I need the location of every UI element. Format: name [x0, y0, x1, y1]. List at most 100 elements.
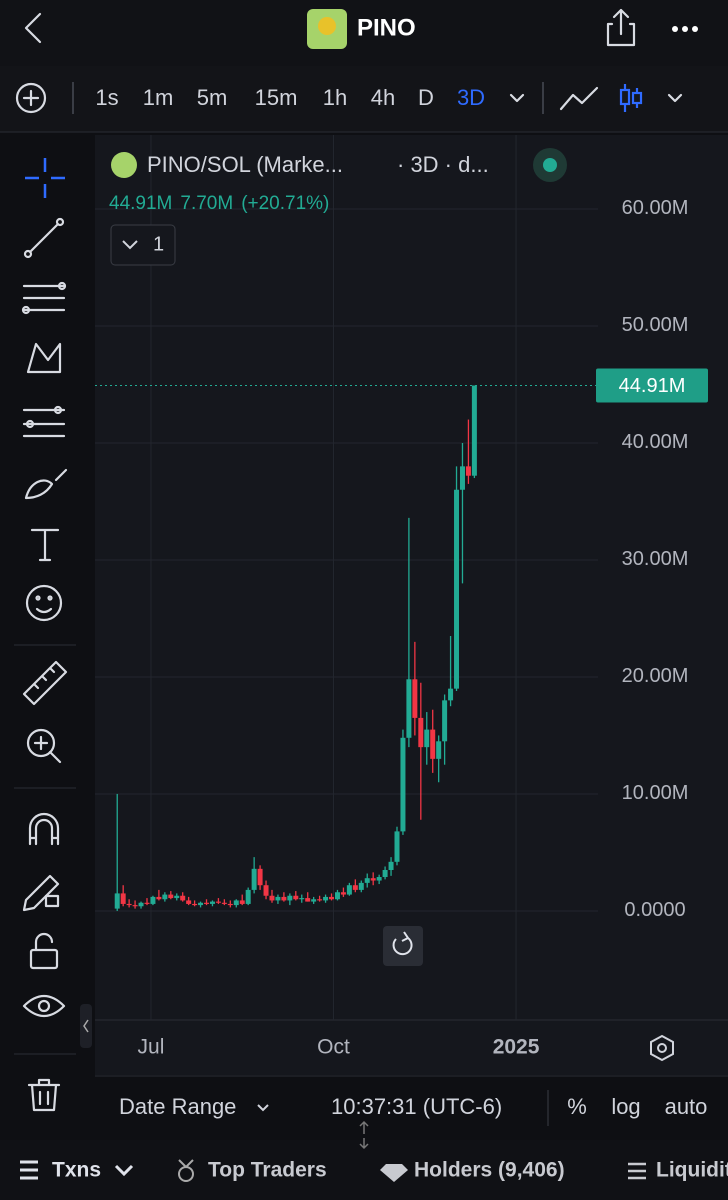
scale-option[interactable]: log: [611, 1094, 640, 1119]
timeframe-option[interactable]: 1m: [143, 85, 174, 110]
indicator-toggle[interactable]: [110, 224, 176, 266]
timeframe-option[interactable]: D: [418, 85, 434, 110]
tab[interactable]: Txns: [52, 1159, 101, 1182]
timeframe-dropdown[interactable]: [509, 93, 525, 103]
collapse-toolbar[interactable]: [80, 1004, 92, 1048]
resize-handle[interactable]: [359, 1120, 369, 1150]
indicator-count: 1: [153, 233, 164, 255]
symbol-icon: [111, 152, 137, 178]
top-traders-icon: [178, 1159, 194, 1182]
x-tick-label: 2025: [493, 1036, 540, 1059]
magnet-tool[interactable]: [28, 812, 60, 846]
timeframe-option[interactable]: 15m: [255, 85, 298, 110]
candle-body: [192, 903, 198, 906]
y-tick-label: 60.00M: [622, 197, 689, 219]
settings-button[interactable]: [650, 1034, 674, 1062]
lock-tool[interactable]: [29, 932, 59, 970]
scale-option[interactable]: %: [567, 1094, 587, 1119]
candle-body: [275, 896, 281, 901]
candle-body: [406, 679, 412, 738]
symbol-name: PINO/SOL (Marke...: [147, 152, 343, 177]
candle-body: [340, 892, 346, 895]
date-range-button[interactable]: Date Range: [119, 1094, 236, 1119]
candle-body: [317, 899, 323, 901]
zoom-tool[interactable]: [26, 728, 62, 764]
status-dot: [543, 158, 557, 172]
candle-body: [352, 885, 358, 890]
more-button[interactable]: [672, 26, 698, 32]
candle-body: [174, 895, 180, 899]
candle-body: [400, 737, 406, 832]
timeframe-option[interactable]: 1s: [95, 85, 118, 110]
token-title: PINO: [357, 14, 416, 41]
emoji-tool[interactable]: [25, 584, 63, 622]
candle-body: [305, 898, 311, 902]
candle-chart-button[interactable]: [619, 84, 643, 112]
candle-body: [459, 466, 465, 490]
tab[interactable]: Liquidity: [656, 1159, 728, 1182]
add-indicator[interactable]: [15, 82, 47, 114]
timeframe-option[interactable]: 4h: [371, 85, 395, 110]
last-price-label: 44.91M: [619, 375, 686, 397]
delete-tool[interactable]: [27, 1078, 61, 1112]
reset-icon: [392, 931, 413, 956]
trend-line-tool[interactable]: [23, 217, 65, 259]
measure-tool[interactable]: [22, 660, 68, 706]
candle-body: [311, 899, 317, 902]
pattern-tool[interactable]: [26, 342, 62, 374]
candle-body: [120, 893, 126, 904]
scale-option[interactable]: auto: [665, 1094, 708, 1119]
timeframe-option[interactable]: 1h: [323, 85, 347, 110]
candle-body: [430, 729, 436, 759]
y-tick-label: 30.00M: [622, 548, 689, 570]
candle-body: [269, 895, 275, 901]
candle-body: [215, 901, 221, 903]
candle-body: [442, 700, 448, 742]
x-tick-label: Jul: [138, 1036, 165, 1059]
candle-body: [198, 902, 204, 906]
last-price-badge: [596, 368, 708, 403]
brush-tool[interactable]: [24, 468, 68, 500]
crosshair-tool[interactable]: [25, 158, 65, 198]
tab[interactable]: Top Traders: [208, 1159, 327, 1182]
candle-body: [180, 895, 186, 901]
ohlc-legend: 44.91M 7.70M (+20.71%): [109, 193, 329, 214]
tab[interactable]: Holders (9,406): [414, 1159, 565, 1182]
legend-value: 7.70M: [180, 193, 233, 214]
date-range-chevron: [257, 1104, 269, 1112]
candle-body: [370, 878, 376, 881]
candle-body: [334, 892, 340, 900]
left-toolbar: [14, 158, 76, 1112]
fib-tool[interactable]: [21, 281, 67, 315]
collapse-arrow: [83, 1019, 89, 1033]
candle-body: [114, 893, 120, 909]
lock-drawing-tool[interactable]: [22, 874, 60, 912]
visibility-tool[interactable]: [22, 994, 66, 1018]
timeframe-option[interactable]: 5m: [197, 85, 228, 110]
back-button[interactable]: [24, 12, 42, 44]
candle-body: [138, 902, 144, 907]
candle-body: [358, 882, 364, 890]
share-button[interactable]: [606, 8, 636, 47]
candle-body: [168, 894, 174, 899]
line-chart-button[interactable]: [559, 86, 599, 111]
timeframe-option[interactable]: 3D: [457, 85, 485, 110]
holders-icon: [380, 1164, 408, 1182]
candle-body: [394, 831, 400, 862]
legend-value: 44.91M: [109, 193, 172, 214]
candle-body: [448, 688, 454, 701]
candle-body: [221, 902, 227, 904]
legend-value: (+20.71%): [241, 193, 329, 214]
candle-body: [233, 900, 239, 906]
candle-body: [418, 717, 424, 748]
reset-button[interactable]: [383, 926, 423, 966]
candle-body: [382, 870, 388, 878]
forecast-tool[interactable]: [22, 405, 66, 438]
text-tool[interactable]: [30, 528, 60, 562]
txns-icon: [20, 1160, 38, 1180]
chart-type-dropdown[interactable]: [667, 93, 683, 103]
y-tick-label: 20.00M: [622, 665, 689, 687]
tab-chevron: [114, 1164, 134, 1177]
liquidity-icon: [628, 1162, 646, 1180]
